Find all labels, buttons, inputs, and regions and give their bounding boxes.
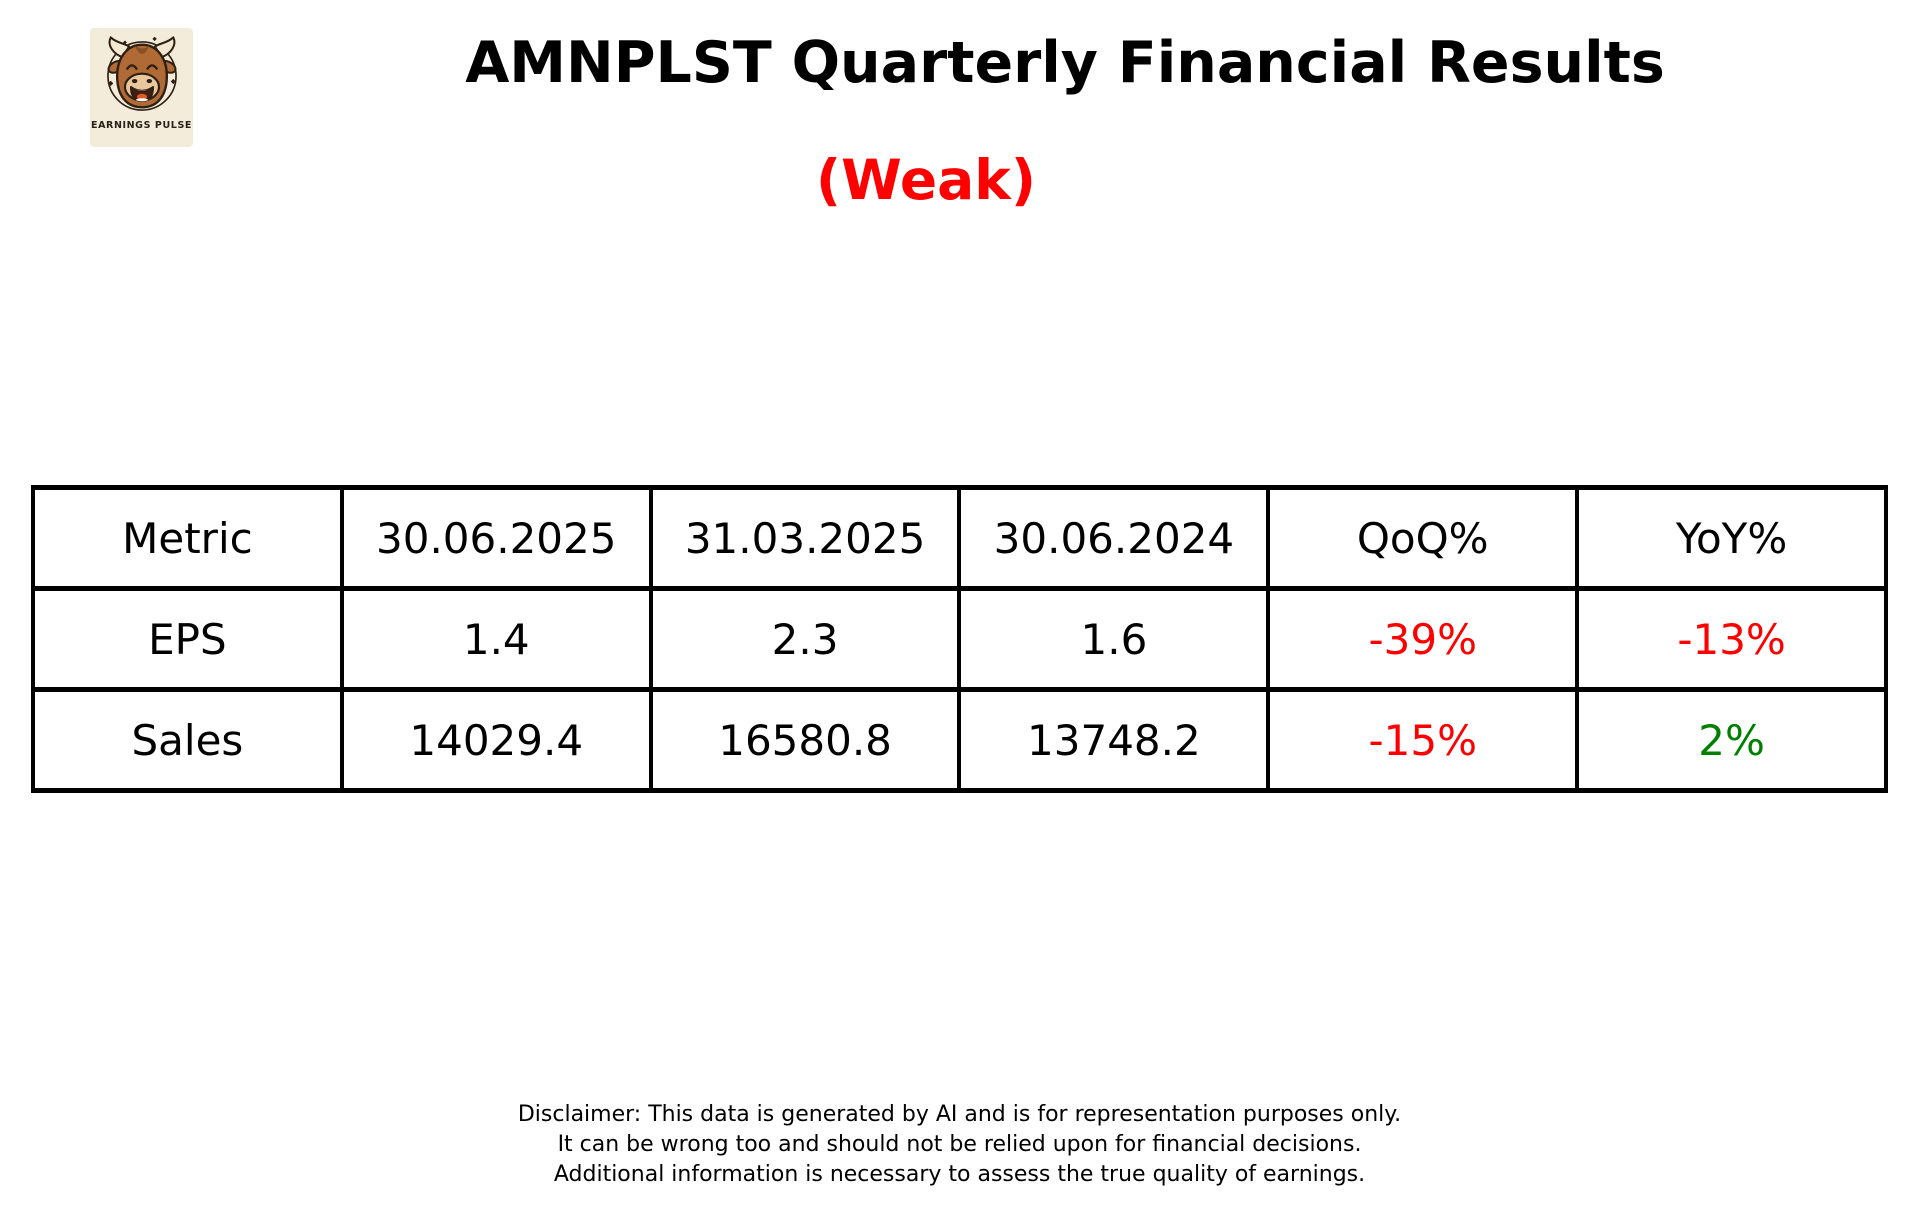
- eps-current-cell: 1.4: [339, 586, 653, 692]
- eps-metric-cell: EPS: [31, 586, 344, 692]
- header-cell-qoq: QoQ%: [1266, 485, 1580, 591]
- table-row-sales: Sales 14029.4 16580.8 13748.2 -15% 2%: [31, 687, 1888, 793]
- table-row-eps: EPS 1.4 2.3 1.6 -39% -13%: [31, 586, 1888, 692]
- brand-logo: EARNINGS PULSE: [90, 28, 193, 147]
- results-table: Metric 30.06.2025 31.03.2025 30.06.2024 …: [31, 485, 1888, 793]
- eps-previous-cell: 2.3: [648, 586, 962, 692]
- disclaimer: Disclaimer: This data is generated by AI…: [0, 1100, 1919, 1190]
- header-cell-metric: Metric: [31, 485, 344, 591]
- sales-qoq-cell: -15%: [1266, 687, 1580, 793]
- status-subtitle: (Weak): [816, 148, 1036, 212]
- header-cell-q-yearago: 30.06.2024: [957, 485, 1271, 591]
- header-cell-q-previous: 31.03.2025: [648, 485, 962, 591]
- disclaimer-line-1: Disclaimer: This data is generated by AI…: [517, 1102, 1402, 1127]
- disclaimer-line-3: Additional information is necessary to a…: [553, 1162, 1366, 1187]
- sales-metric-cell: Sales: [31, 687, 344, 793]
- laughing-bull-icon: [106, 36, 177, 111]
- sales-yoy-cell: 2%: [1575, 687, 1888, 793]
- header-cell-yoy: YoY%: [1575, 485, 1888, 591]
- table-header-row: Metric 30.06.2025 31.03.2025 30.06.2024 …: [31, 485, 1888, 591]
- disclaimer-line-2: It can be wrong too and should not be re…: [557, 1132, 1362, 1157]
- eps-yearago-cell: 1.6: [957, 586, 1271, 692]
- eps-yoy-cell: -13%: [1575, 586, 1888, 692]
- brand-name: EARNINGS PULSE: [90, 120, 192, 131]
- sales-current-cell: 14029.4: [339, 687, 653, 793]
- eps-qoq-cell: -39%: [1266, 586, 1580, 692]
- header-cell-q-current: 30.06.2025: [339, 485, 653, 591]
- sales-previous-cell: 16580.8: [648, 687, 962, 793]
- sales-yearago-cell: 13748.2: [957, 687, 1271, 793]
- page-title: AMNPLST Quarterly Financial Results: [465, 30, 1665, 96]
